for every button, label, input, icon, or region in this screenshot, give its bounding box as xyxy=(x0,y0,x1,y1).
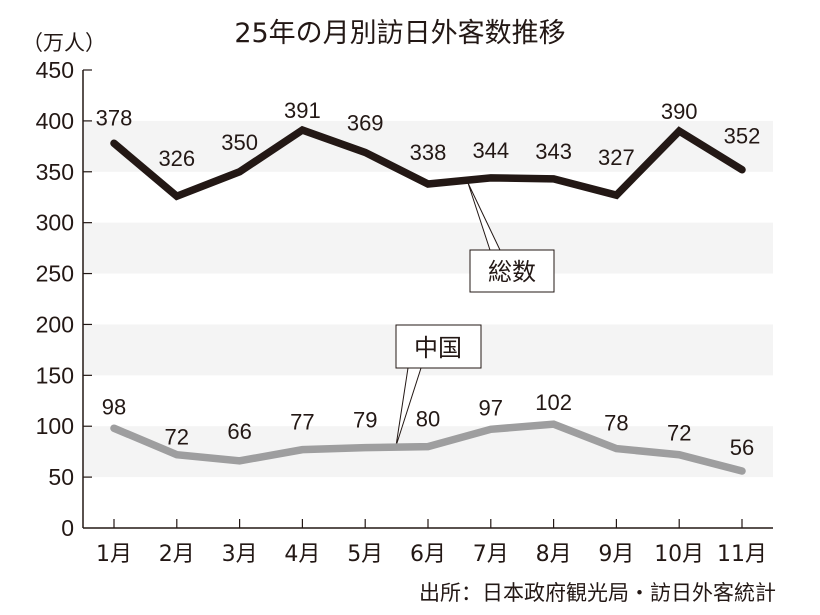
total-data-label: 327 xyxy=(598,145,635,170)
total-data-label: 350 xyxy=(221,130,258,155)
x-tick-label: 8月 xyxy=(536,542,572,567)
china-data-label: 66 xyxy=(227,419,251,444)
total-data-label: 378 xyxy=(96,105,133,130)
china-data-label: 79 xyxy=(353,408,377,433)
x-tick-label: 2月 xyxy=(159,542,195,567)
grid-bands xyxy=(83,120,773,478)
data-labels: 378 326 350 391 369 338 344 343 327 390 352 98 72 66 7… xyxy=(96,98,761,460)
source-note: 出所：日本政府観光局・訪日外客統計 xyxy=(419,581,776,605)
china-data-label: 72 xyxy=(165,425,189,450)
china-data-label: 102 xyxy=(535,390,572,415)
y-tick-label: 350 xyxy=(36,159,74,185)
x-tick-label: 4月 xyxy=(284,542,320,567)
data-lines xyxy=(110,125,746,475)
callout-label-china: 中国 xyxy=(414,334,462,362)
china-data-label: 56 xyxy=(730,435,754,460)
total-data-label: 326 xyxy=(158,146,195,171)
x-tick-label: 9月 xyxy=(598,542,634,567)
total-series-line xyxy=(110,125,746,201)
total-data-label: 338 xyxy=(410,140,447,165)
chart-title: 25年の月別訪日外客数推移 xyxy=(234,18,565,49)
y-tick-label: 200 xyxy=(36,311,74,337)
y-axis-unit: （万人） xyxy=(22,31,106,55)
china-series-line xyxy=(110,420,746,475)
x-tick-label: 10月 xyxy=(654,542,704,567)
callout-box-total xyxy=(469,249,555,293)
grid-band xyxy=(83,120,773,172)
total-data-label: 369 xyxy=(347,110,384,135)
total-data-label: 391 xyxy=(284,98,321,123)
total-data-label: 343 xyxy=(535,139,572,164)
y-tick-label: 400 xyxy=(36,108,74,134)
china-data-label: 97 xyxy=(479,395,503,420)
y-tick-label: 50 xyxy=(48,464,74,490)
china-data-label: 77 xyxy=(290,410,314,435)
callout-box-china xyxy=(395,324,482,369)
y-tick-label: 450 xyxy=(36,57,74,83)
y-axis-ticks: 0 50 100 150 200 250 300 350 400 450 xyxy=(36,57,92,541)
china-data-label: 78 xyxy=(604,411,628,436)
china-data-label: 80 xyxy=(416,407,440,432)
total-data-label: 390 xyxy=(661,99,698,124)
grid-band xyxy=(83,222,773,274)
y-tick-label: 0 xyxy=(61,515,74,541)
x-tick-label: 6月 xyxy=(410,542,446,567)
x-tick-label: 5月 xyxy=(347,542,383,567)
china-data-label: 98 xyxy=(102,394,126,419)
total-data-label: 344 xyxy=(472,138,509,163)
callout-label-total: 総数 xyxy=(488,258,536,286)
y-tick-label: 100 xyxy=(36,413,74,439)
total-data-label: 352 xyxy=(724,124,761,149)
china-data-label: 72 xyxy=(667,421,691,446)
x-tick-label: 1月 xyxy=(96,542,132,567)
x-tick-label: 7月 xyxy=(473,542,509,567)
y-tick-label: 150 xyxy=(36,362,74,388)
x-axis-ticks: 1月 2月 3月 4月 5月 6月 7月 8月 9月 10月 11月 xyxy=(96,519,767,567)
x-tick-label: 3月 xyxy=(222,542,258,567)
y-tick-label: 250 xyxy=(36,261,74,287)
x-tick-label: 11月 xyxy=(717,542,767,567)
y-tick-label: 300 xyxy=(36,210,74,236)
